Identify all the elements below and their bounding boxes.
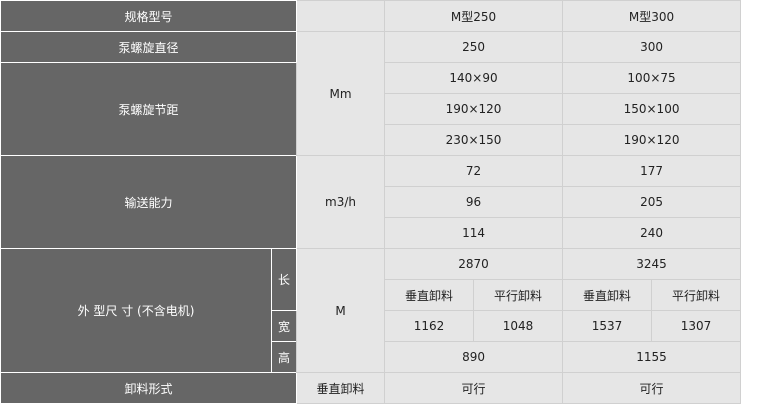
cell: 100×75	[562, 62, 742, 94]
cell: 240	[562, 217, 742, 249]
diameter-unit: Mm	[296, 31, 386, 156]
cell: 1307	[651, 310, 742, 342]
table-row: 96 205	[1, 186, 742, 218]
cell: 114	[384, 217, 564, 249]
model-header: M型250	[384, 0, 564, 32]
sub-header: 平行卸料	[473, 279, 564, 311]
discharge-label: 卸料形式	[0, 372, 298, 404]
table-row: 高 890 1155	[1, 341, 742, 373]
table-row: 输送能力 m3/h 72 177	[0, 155, 742, 249]
table-row: 泵螺旋直径 Mm 250 300	[0, 31, 742, 156]
cell: 可行	[384, 372, 564, 404]
cell: 300	[562, 31, 742, 63]
cell: 190×120	[384, 93, 564, 125]
header-label: 规格型号	[0, 0, 298, 32]
table-row: 宽 1162 1048 1537 1307	[1, 310, 742, 342]
cell: 96	[384, 186, 564, 218]
empty-cell	[296, 0, 386, 32]
cell: 2870	[384, 248, 564, 280]
capacity-label: 输送能力	[0, 155, 298, 249]
cell: 72	[384, 155, 564, 187]
height-label: 高	[270, 341, 298, 373]
cell: 205	[562, 186, 742, 218]
table-row: 规格型号 M型250 M型300	[0, 0, 742, 32]
dimensions-unit: M	[296, 248, 386, 373]
table-row: 泵螺旋节距 140×90 100×75	[0, 62, 742, 156]
cell: 140×90	[384, 62, 564, 94]
capacity-unit: m3/h	[296, 155, 386, 249]
dimensions-label: 外 型尺 寸 (不含电机)	[0, 248, 272, 373]
table-row: 外 型尺 寸 (不含电机) 长 M 2870 3245	[0, 248, 742, 373]
cell: 250	[384, 31, 564, 63]
discharge-type: 垂直卸料	[296, 372, 386, 404]
spec-table: 规格型号 M型250 M型300 泵螺旋直径 Mm 250 300 泵螺旋节距 …	[0, 0, 742, 404]
sub-header: 垂直卸料	[384, 279, 475, 311]
cell: 890	[384, 341, 564, 373]
length-label: 长	[270, 248, 298, 311]
cell: 1162	[384, 310, 475, 342]
cell: 177	[562, 155, 742, 187]
model-header: M型300	[562, 0, 742, 32]
table-row: 垂直卸料 平行卸料 垂直卸料 平行卸料	[1, 279, 742, 311]
table-row: 114 240	[1, 217, 742, 249]
table-row: 卸料形式 垂直卸料 可行 可行	[0, 372, 742, 404]
sub-header: 平行卸料	[651, 279, 742, 311]
cell: 可行	[562, 372, 742, 404]
cell: 3245	[562, 248, 742, 280]
table-row: 190×120 150×100	[1, 93, 742, 125]
table-row: 230×150 190×120	[1, 124, 742, 156]
cell: 1537	[562, 310, 653, 342]
width-label: 宽	[270, 310, 298, 342]
cell: 1155	[562, 341, 742, 373]
sub-header: 垂直卸料	[562, 279, 653, 311]
cell: 230×150	[384, 124, 564, 156]
cell: 190×120	[562, 124, 742, 156]
pitch-label: 泵螺旋节距	[0, 62, 298, 156]
diameter-label: 泵螺旋直径	[0, 31, 298, 63]
cell: 150×100	[562, 93, 742, 125]
cell: 1048	[473, 310, 564, 342]
